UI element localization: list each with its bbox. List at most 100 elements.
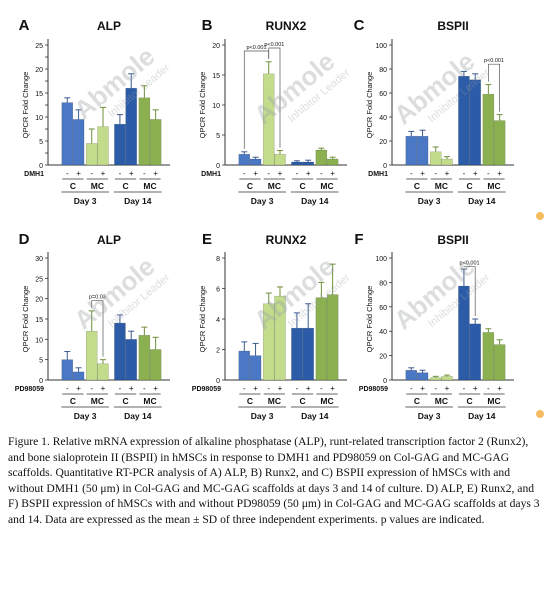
y-tick-label: 80 (379, 280, 387, 287)
treatment-label: DMH1 (368, 171, 388, 178)
y-tick-label: 25 (35, 276, 43, 283)
y-tick-label: 60 (379, 91, 387, 98)
day-label: Day 3 (74, 411, 97, 421)
y-tick-label: 0 (39, 378, 43, 385)
day-label: Day 3 (251, 196, 274, 206)
bar (72, 119, 85, 166)
y-tick-label: 20 (379, 139, 387, 146)
significance-bracket (488, 63, 500, 112)
y-tick-label: 20 (212, 43, 220, 50)
treatment-sign: + (306, 169, 311, 178)
bar (326, 294, 339, 381)
bar (416, 372, 429, 381)
group-label: MC (143, 396, 156, 406)
treatment-sign: - (243, 169, 246, 178)
group-label: C (70, 181, 76, 191)
y-tick-label: 2 (216, 348, 220, 355)
treatment-label: PD98059 (15, 386, 44, 393)
group-label: C (299, 396, 305, 406)
treatment-sign: + (330, 169, 335, 178)
treatment-sign: - (143, 169, 146, 178)
significance-bracket (463, 265, 476, 316)
treatment-sign: - (267, 384, 270, 393)
treatment-sign: + (76, 169, 81, 178)
group-label: C (122, 181, 128, 191)
bar (149, 119, 162, 166)
bar (315, 149, 328, 166)
bar (291, 327, 303, 381)
treatment-label: DMH1 (201, 171, 221, 178)
treatment-sign: - (119, 169, 122, 178)
y-tick-label: 4 (216, 317, 220, 324)
treatment-sign: + (129, 384, 134, 393)
panel-letter: B (202, 17, 213, 34)
treatment-sign: + (278, 169, 283, 178)
bar (85, 143, 98, 166)
group-label: MC (487, 181, 500, 191)
panel-title: ALP (97, 19, 121, 33)
y-tick-label: 5 (39, 139, 43, 146)
y-tick-label: 10 (212, 103, 220, 110)
bar (249, 355, 262, 381)
bar (97, 363, 109, 381)
y-tick-label: 25 (35, 43, 43, 50)
bar (97, 126, 109, 166)
significance-bracket (91, 300, 104, 357)
y-tick-label: 60 (379, 305, 387, 312)
treatment-sign: + (420, 169, 425, 178)
group-label: MC (143, 181, 156, 191)
group-label: C (414, 396, 420, 406)
bar (85, 330, 98, 381)
y-tick-label: 15 (35, 91, 43, 98)
day-label: Day 14 (301, 196, 329, 206)
treatment-sign: + (473, 384, 478, 393)
treatment-sign: + (278, 384, 283, 393)
bar (61, 359, 74, 381)
day-label: Day 14 (468, 196, 496, 206)
y-tick-label: 20 (379, 354, 387, 361)
panel-c: C BSPII 0 20 40 60 80 100 QPCR Fold Change p<0.00… (354, 17, 514, 206)
y-tick-label: 100 (375, 43, 387, 50)
treatment-sign: + (153, 169, 158, 178)
panel-letter: E (202, 231, 212, 248)
significance-label: p<0.001 (484, 58, 504, 64)
group-label: MC (268, 396, 281, 406)
treatment-sign: - (90, 384, 93, 393)
day-label: Day 3 (74, 196, 97, 206)
figure-caption: Figure 1. Relative mRNA expression of al… (8, 435, 540, 526)
treatment-sign: - (410, 384, 413, 393)
treatment-sign: + (497, 384, 502, 393)
panel-f: F BSPII 0 20 40 60 80 100 QPCR Fold Change p<0.00… (354, 231, 514, 421)
panel-d: D ALP 0 5 10 15 20 25 30 QPCR Fold Change p=0.03 PD… (15, 231, 170, 421)
panel-title: ALP (97, 233, 121, 247)
day-label: Day 3 (418, 196, 441, 206)
y-tick-label: 0 (383, 378, 387, 385)
treatment-sign: + (473, 169, 478, 178)
day-label: Day 3 (418, 411, 441, 421)
treatment-sign: + (445, 384, 450, 393)
treatment-sign: - (410, 169, 413, 178)
treatment-sign: - (487, 384, 490, 393)
treatment-sign: - (143, 384, 146, 393)
treatment-sign: + (445, 169, 450, 178)
panel-letter: D (19, 231, 30, 248)
y-tick-label: 0 (216, 378, 220, 385)
treatment-sign: + (153, 384, 158, 393)
treatment-sign: - (90, 169, 93, 178)
group-label: MC (487, 396, 500, 406)
group-label: C (247, 396, 253, 406)
y-tick-label: 8 (216, 256, 220, 263)
day-label: Day 14 (124, 411, 152, 421)
bar (405, 135, 418, 166)
treatment-sign: + (129, 169, 134, 178)
group-label: C (122, 396, 128, 406)
y-tick-label: 0 (383, 163, 387, 170)
y-tick-label: 15 (35, 317, 43, 324)
y-tick-label: 5 (216, 133, 220, 140)
y-axis-label: QPCR Fold Change (21, 286, 30, 353)
y-axis-label: QPCR Fold Change (198, 286, 207, 353)
group-label: C (414, 181, 420, 191)
y-axis-label: QPCR Fold Change (365, 72, 374, 139)
